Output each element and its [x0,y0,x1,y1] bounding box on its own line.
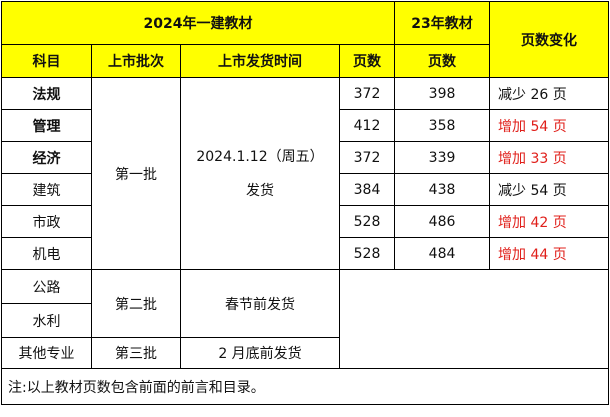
header-release-time: 上市发货时间 [180,44,340,78]
batch-2-cell: 第二批 [91,269,181,338]
pages-cell: 372 [338,77,396,110]
header-pages: 页数 [338,44,396,78]
page-change-cell: 增加 42 页 [489,205,610,238]
subject-cell: 水利 [1,303,92,338]
header-2024-edition: 2024年一建教材 [0,1,396,45]
batch-1-release-note: 发货 [246,182,274,199]
header-subject: 科目 [1,44,92,78]
pages-cell: 372 [338,141,396,174]
table-row: 管理 412 358 增加 54 页 [1,109,610,142]
table-footnote: 注:以上教材页数包含前面的前言和目录。 [0,368,610,405]
page-change-cell: 减少 26 页 [489,77,610,110]
table-row: 水利 [1,303,609,338]
pages-23-cell: 358 [394,109,491,142]
subject-cell: 经济 [1,141,92,174]
batch-1-release-date: 2024.1.12（周五） [196,148,324,165]
batch-1-release-cell: 2024.1.12（周五） 发货 [180,77,340,270]
table-row: 其他专业 第三批 2 月底前发货 [1,337,609,369]
subject-cell: 机电 [1,237,92,270]
batch-2-release-cell: 春节前发货 [180,269,340,338]
header-page-change: 页数变化 [489,1,610,78]
table-row: 法规 第一批 2024.1.12（周五） 发货 372 398 减少 26 页 [1,77,610,270]
table-row: 机电 528 484 增加 44 页 [1,237,610,270]
table-row: 建筑 384 438 减少 54 页 [1,173,610,206]
header-pages-23: 页数 [394,44,491,78]
header-batch: 上市批次 [91,44,181,78]
batch-3-release-cell: 2 月底前发货 [180,337,340,369]
pages-23-cell: 438 [394,173,491,206]
textbook-comparison-table: 2024年一建教材 23年教材 页数变化 科目 上市批次 上市发货时间 页数 页… [0,1,610,405]
empty-merged-cell [338,269,610,369]
page-change-cell: 减少 54 页 [489,173,610,206]
subject-cell: 法规 [1,77,92,110]
pages-23-cell: 484 [394,237,491,270]
pages-cell: 412 [338,109,396,142]
page-change-cell: 增加 44 页 [489,237,610,270]
pages-cell: 384 [338,173,396,206]
subject-cell: 建筑 [1,173,92,206]
page-change-cell: 增加 33 页 [489,141,610,174]
batch-3-cell: 第三批 [91,337,181,369]
table-row: 公路 第二批 春节前发货 [1,269,610,369]
subject-cell: 公路 [1,269,92,304]
batch-1-cell: 第一批 [91,77,181,270]
pages-23-cell: 398 [394,77,491,110]
pages-23-cell: 486 [394,205,491,238]
subject-cell: 其他专业 [1,337,92,369]
subject-cell: 市政 [1,205,92,238]
subject-cell: 管理 [1,109,92,142]
table-row: 市政 528 486 增加 42 页 [1,205,610,238]
pages-cell: 528 [338,237,396,270]
table-row: 经济 372 339 增加 33 页 [1,141,610,174]
page-change-cell: 增加 54 页 [489,109,610,142]
pages-23-cell: 339 [394,141,491,174]
pages-cell: 528 [338,205,396,238]
header-23-edition: 23年教材 [394,1,491,45]
